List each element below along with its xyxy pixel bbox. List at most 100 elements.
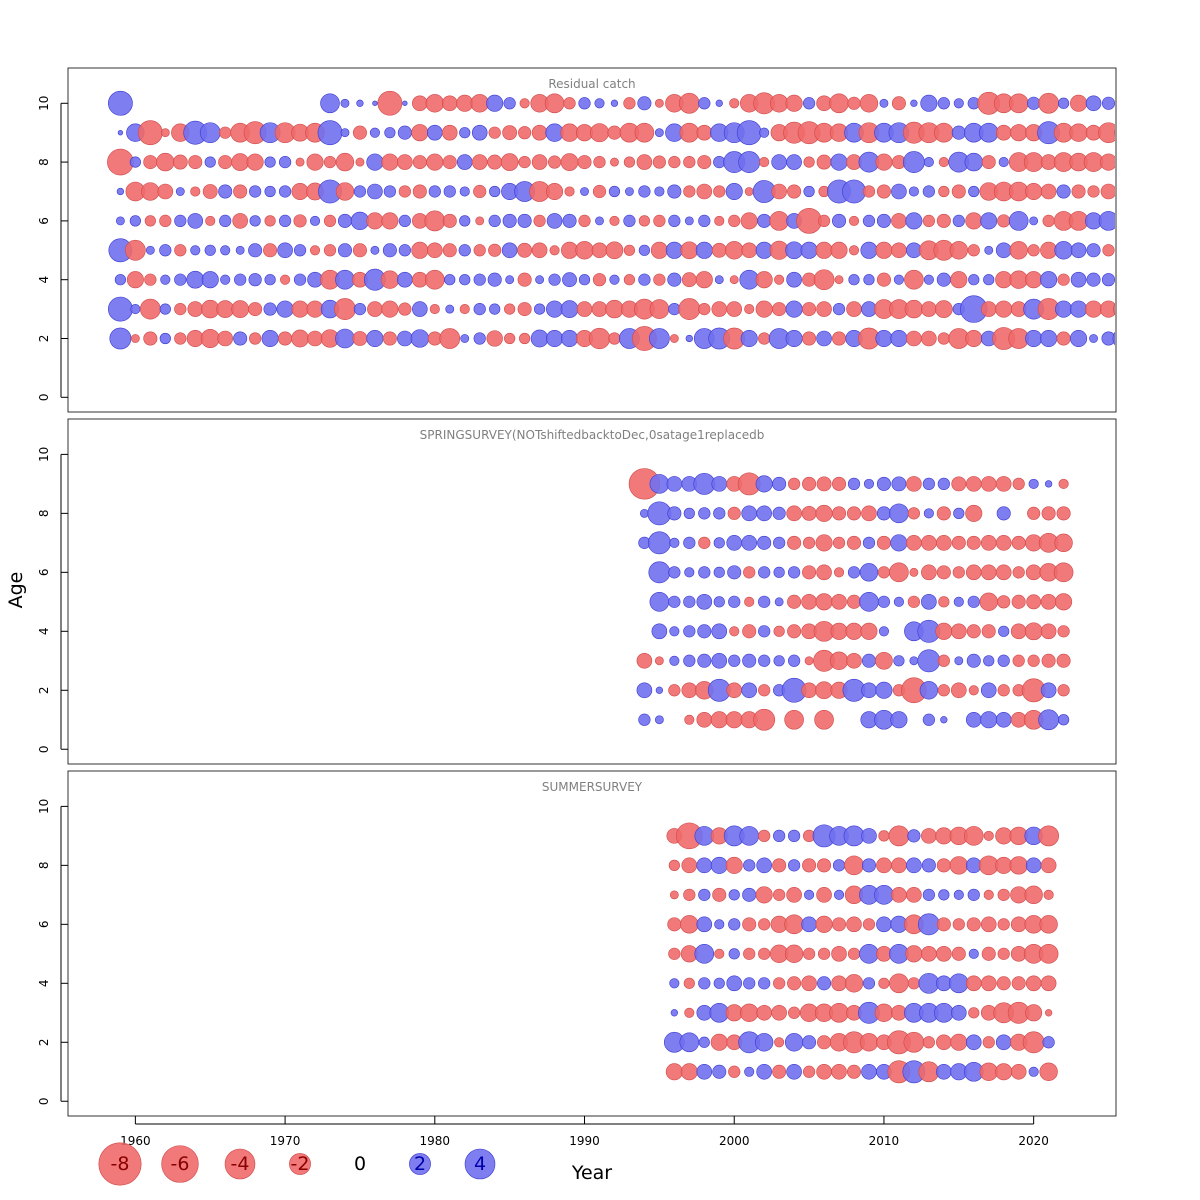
residual-bubble <box>874 1003 894 1022</box>
residual-bubble <box>370 245 380 255</box>
residual-bubble <box>950 271 968 289</box>
residual-bubble <box>906 535 922 551</box>
residual-bubble <box>769 211 789 231</box>
residual-bubble <box>877 566 891 579</box>
residual-bubble <box>965 329 983 348</box>
residual-bubble <box>697 155 712 170</box>
residual-bubble <box>320 93 340 114</box>
residual-bubble <box>231 153 250 171</box>
residual-bubble <box>938 157 949 168</box>
residual-bubble <box>129 215 141 227</box>
residual-bubble <box>533 214 546 228</box>
residual-bubble <box>669 334 679 343</box>
residual-bubble <box>638 244 651 256</box>
panel: SUMMERSURVEY 0 2 4 6 8 10 <box>37 770 1117 1117</box>
y-tick-label: 6 <box>37 569 51 577</box>
residual-bubble <box>655 686 664 694</box>
residual-bubble <box>786 1063 802 1080</box>
residual-bubble <box>711 242 727 258</box>
residual-bubble <box>1040 975 1057 992</box>
residual-bubble <box>923 508 934 519</box>
x-tick-label: 1970 <box>270 1134 301 1148</box>
residual-bubble <box>937 654 950 667</box>
residual-bubble <box>125 239 146 261</box>
residual-bubble <box>784 914 804 935</box>
residual-bubble <box>848 274 860 286</box>
residual-bubble <box>352 243 367 258</box>
residual-bubble <box>1089 334 1098 343</box>
residual-bubble <box>936 946 952 962</box>
residual-bubble <box>1038 92 1059 114</box>
legend-label: -2 <box>291 1153 310 1175</box>
residual-bubble <box>893 596 904 607</box>
residual-bubble <box>200 329 220 348</box>
residual-bubble <box>174 214 187 228</box>
residual-bubble <box>906 887 922 903</box>
residual-bubble <box>713 977 725 989</box>
residual-bubble <box>875 329 893 348</box>
residual-bubble <box>1009 856 1028 875</box>
residual-bubble <box>1101 331 1115 346</box>
residual-bubble <box>323 244 337 257</box>
residual-bubble <box>772 302 787 317</box>
residual-bubble <box>160 128 170 138</box>
legend-bubble <box>224 1148 256 1180</box>
residual-bubble <box>350 211 370 231</box>
residual-bubble <box>787 624 802 639</box>
residual-bubble <box>372 100 378 106</box>
residual-bubble <box>412 301 428 317</box>
residual-bubble <box>1113 303 1115 316</box>
residual-bubble <box>460 334 470 343</box>
residual-bubble <box>1176 243 1191 258</box>
residual-bubble <box>728 214 741 228</box>
legend-label: -6 <box>171 1153 190 1175</box>
residual-bubble <box>968 948 979 959</box>
residual-bubble <box>966 917 981 932</box>
residual-bubble <box>561 241 579 259</box>
residual-bubble <box>1039 1062 1058 1081</box>
residual-bubble <box>758 332 771 345</box>
residual-bubble <box>1010 623 1027 640</box>
residual-bubble <box>966 653 981 668</box>
residual-bubble <box>741 535 758 551</box>
residual-bubble <box>832 536 846 549</box>
residual-bubble <box>803 185 815 198</box>
residual-bubble <box>1070 300 1088 318</box>
residual-bubble <box>1010 1063 1027 1080</box>
residual-bubble <box>888 825 910 847</box>
residual-bubble <box>654 186 665 197</box>
residual-bubble <box>861 828 877 844</box>
residual-bubble <box>830 153 848 171</box>
residual-bubble <box>744 596 755 607</box>
residual-bubble <box>940 716 948 724</box>
bubble-size-legend: -8 -6 -4 -2 0 2 4 <box>98 1142 496 1186</box>
residual-bubble <box>517 242 533 258</box>
residual-bubble <box>218 155 233 170</box>
residual-bubble <box>459 274 471 286</box>
residual-bubble <box>1178 186 1190 198</box>
residual-bubble <box>1011 976 1026 991</box>
residual-bubble <box>1086 272 1101 287</box>
residual-bubble <box>922 1036 935 1049</box>
residual-bubble <box>560 300 579 318</box>
residual-bubble <box>560 123 579 142</box>
residual-bubble <box>1070 271 1087 288</box>
residual-bubble <box>996 506 1011 521</box>
residual-bubble <box>995 856 1013 874</box>
residual-bubble <box>859 94 879 113</box>
panel-frame <box>67 67 1117 413</box>
residual-bubble <box>1175 212 1193 230</box>
residual-bubble <box>517 213 532 228</box>
residual-bubble <box>636 154 653 170</box>
residual-bubble <box>997 888 1010 901</box>
residual-bubble <box>979 1062 998 1081</box>
residual-bubble <box>444 274 456 286</box>
residual-bubble <box>744 187 754 196</box>
residual-bubble <box>890 534 908 552</box>
residual-bubble <box>744 304 755 315</box>
residual-bubble <box>832 476 847 491</box>
residual-bubble <box>889 562 909 583</box>
residual-bubble <box>891 857 907 874</box>
residual-bubble <box>426 124 443 141</box>
